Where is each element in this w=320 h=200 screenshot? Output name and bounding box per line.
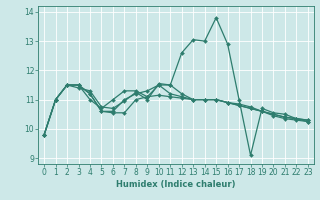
X-axis label: Humidex (Indice chaleur): Humidex (Indice chaleur) (116, 180, 236, 189)
